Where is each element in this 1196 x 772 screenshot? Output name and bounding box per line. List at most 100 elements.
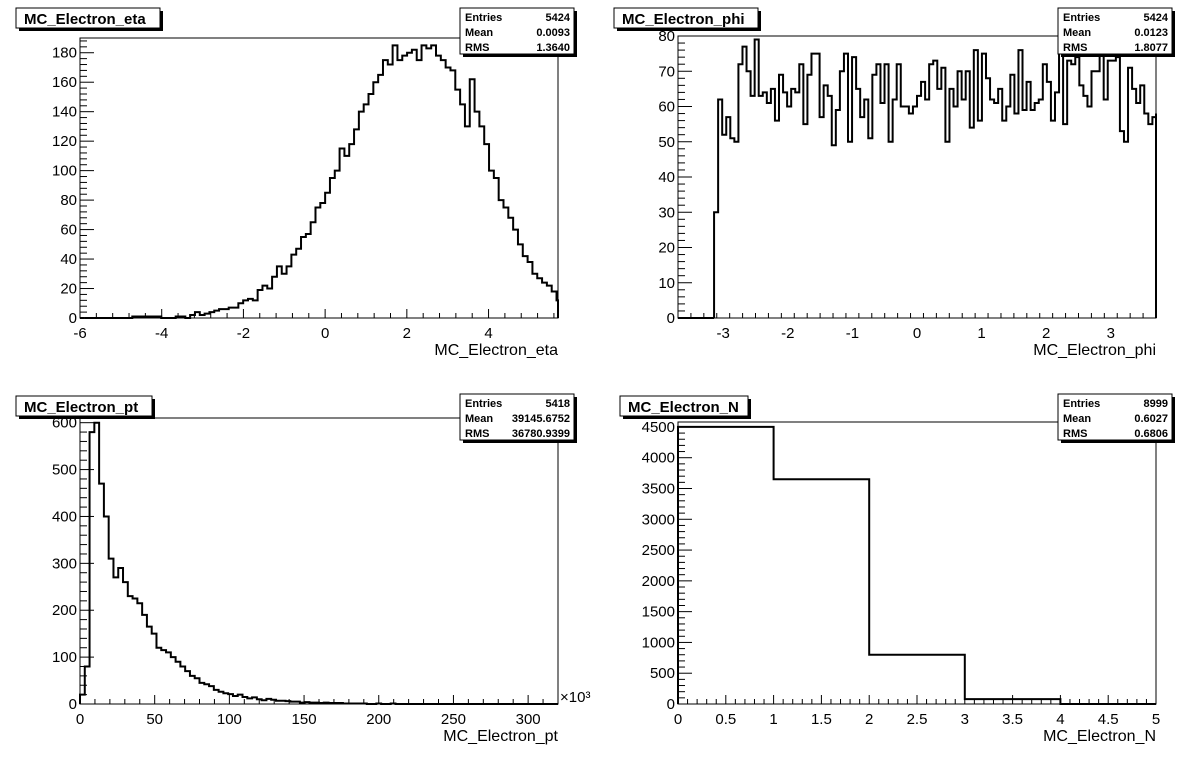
plot-frame bbox=[79, 417, 559, 705]
y-tick-label: 140 bbox=[52, 104, 77, 121]
title-box bbox=[15, 7, 161, 29]
y-tick-label: 0 bbox=[69, 696, 77, 713]
x-tick-label: -2 bbox=[781, 325, 794, 342]
x-tick-label: 5 bbox=[1152, 711, 1160, 728]
stats-value: 36780.9399 bbox=[512, 428, 570, 440]
x-tick-label: 1 bbox=[769, 711, 777, 728]
stats-label: Entries bbox=[1063, 398, 1100, 410]
y-tick-label: 180 bbox=[52, 45, 77, 62]
histogram-series bbox=[84, 44, 559, 319]
stats-value: 39145.6752 bbox=[512, 413, 570, 425]
y-tick-label: 20 bbox=[658, 240, 675, 257]
y-tick-label: 3500 bbox=[642, 480, 675, 497]
histogram-series bbox=[677, 425, 1156, 705]
y-tick-label: 30 bbox=[658, 204, 675, 221]
x-tick-label: 4 bbox=[484, 325, 492, 342]
y-tick-label: 3000 bbox=[642, 511, 675, 528]
x-tick-label: 1.5 bbox=[811, 711, 832, 728]
y-tick-label: 300 bbox=[52, 555, 77, 572]
stats-box bbox=[459, 393, 575, 441]
stats-label: Mean bbox=[465, 27, 493, 39]
stats-value: 5424 bbox=[1144, 12, 1169, 24]
y-tick-label: 0 bbox=[667, 310, 675, 327]
y-tick-label: 1000 bbox=[642, 634, 675, 651]
stats-value: 0.6027 bbox=[1134, 413, 1168, 425]
stats-box bbox=[1057, 393, 1173, 441]
y-tick-label: 1500 bbox=[642, 604, 675, 621]
y-tick-label: 160 bbox=[52, 74, 77, 91]
stats-label: RMS bbox=[465, 42, 489, 54]
y-tick-label: 70 bbox=[658, 63, 675, 80]
stats-box bbox=[1057, 7, 1173, 55]
x-axis-label: MC_Electron_N bbox=[1043, 728, 1156, 745]
y-tick-label: 10 bbox=[658, 275, 675, 292]
chart-title: MC_Electron_phi bbox=[622, 11, 745, 28]
stats-label: Entries bbox=[1063, 12, 1100, 24]
histogram-panel-3: 0 50 100 150 200 250 3000100200300400500600×10… bbox=[15, 393, 590, 745]
y-tick-label: 60 bbox=[658, 99, 675, 116]
stats-label: Mean bbox=[1063, 27, 1091, 39]
title-box bbox=[15, 395, 153, 417]
plot-frame bbox=[677, 421, 1157, 705]
x-tick-label: 4 bbox=[1056, 711, 1064, 728]
y-tick-label: 20 bbox=[60, 281, 77, 298]
x-axis-multiplier: ×10³ bbox=[560, 689, 590, 706]
stats-value: 5418 bbox=[546, 398, 570, 410]
x-tick-label: 0.5 bbox=[715, 711, 736, 728]
x-tick-label: 0 bbox=[321, 325, 329, 342]
stats-label: Mean bbox=[465, 413, 493, 425]
y-tick-label: 0 bbox=[69, 310, 77, 327]
x-tick-label: -6 bbox=[73, 325, 86, 342]
histogram-panel-2: -3 -2 -1 0 1 2 301020304050607080MC_Electron_p… bbox=[613, 7, 1175, 359]
x-tick-label: 50 bbox=[146, 711, 163, 728]
y-tick-label: 40 bbox=[658, 169, 675, 186]
y-tick-label: 120 bbox=[52, 133, 77, 150]
x-tick-label: 150 bbox=[292, 711, 317, 728]
x-tick-label: 300 bbox=[516, 711, 541, 728]
y-tick-label: 60 bbox=[60, 222, 77, 239]
stats-box bbox=[459, 7, 575, 55]
x-tick-label: -3 bbox=[717, 325, 730, 342]
y-tick-label: 4000 bbox=[642, 450, 675, 467]
histogram-panel-4: 0 0.5 1 1.5 2 2.5 3 3.5 4 4.5 5 0 500 1000 1500 2000 250… bbox=[619, 393, 1175, 745]
chart-title: MC_Electron_N bbox=[628, 399, 739, 416]
x-tick-label: 100 bbox=[217, 711, 242, 728]
y-tick-label: 500 bbox=[52, 462, 77, 479]
stats-value: 0.6806 bbox=[1134, 428, 1168, 440]
x-tick-label: 0 bbox=[913, 325, 921, 342]
stats-label: Mean bbox=[1063, 413, 1091, 425]
x-tick-label: -2 bbox=[237, 325, 250, 342]
y-tick-label: 80 bbox=[658, 28, 675, 45]
y-tick-label: 500 bbox=[650, 665, 675, 682]
x-axis-label: MC_Electron_pt bbox=[443, 728, 558, 745]
stats-label: RMS bbox=[1063, 428, 1087, 440]
x-tick-label: 2 bbox=[403, 325, 411, 342]
x-tick-label: -4 bbox=[155, 325, 168, 342]
y-tick-label: 100 bbox=[52, 649, 77, 666]
x-tick-label: 3.5 bbox=[1002, 711, 1023, 728]
y-tick-label: 80 bbox=[60, 192, 77, 209]
y-tick-label: 4500 bbox=[642, 419, 675, 436]
stats-label: Entries bbox=[465, 12, 502, 24]
stats-label: Entries bbox=[465, 398, 502, 410]
y-tick-label: 2000 bbox=[642, 573, 675, 590]
y-tick-label: 40 bbox=[60, 251, 77, 268]
x-tick-label: -1 bbox=[846, 325, 859, 342]
stats-value: 1.3640 bbox=[536, 42, 570, 54]
stats-label: RMS bbox=[1063, 42, 1087, 54]
x-axis-label: MC_Electron_phi bbox=[1033, 342, 1156, 359]
stats-value: 0.0093 bbox=[536, 27, 570, 39]
stats-value: 1.8077 bbox=[1134, 42, 1168, 54]
x-axis-label: MC_Electron_eta bbox=[434, 342, 558, 359]
x-tick-label: 200 bbox=[366, 711, 391, 728]
chart-title: MC_Electron_pt bbox=[24, 399, 138, 416]
chart-title: MC_Electron_eta bbox=[24, 11, 146, 28]
histogram-panel-1: -6 -4 -2 0 2 4020406080100120140160180MC_Elec… bbox=[15, 7, 577, 359]
title-box bbox=[619, 395, 749, 417]
x-tick-label: 4.5 bbox=[1098, 711, 1119, 728]
histogram-series bbox=[79, 421, 558, 705]
y-tick-label: 50 bbox=[658, 134, 675, 151]
histogram-series bbox=[713, 38, 1157, 318]
y-tick-label: 200 bbox=[52, 602, 77, 619]
